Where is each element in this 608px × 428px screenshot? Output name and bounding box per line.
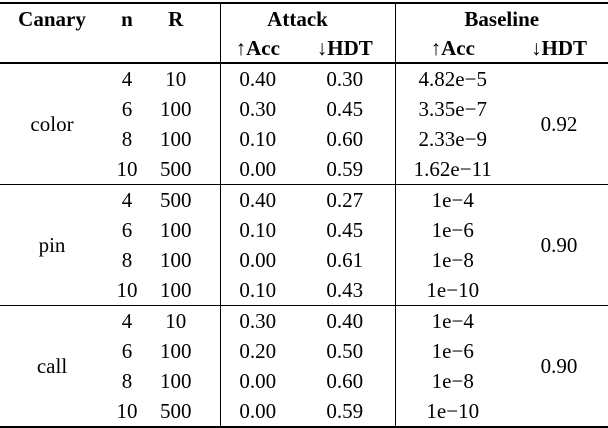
cell-baseline-acc: 1e−6: [394, 215, 510, 245]
table-row: 10 500 0.00 0.59 1.62e−11: [0, 154, 608, 185]
cell-attack-acc: 0.40: [219, 63, 295, 94]
cell-r: 100: [160, 217, 192, 242]
cell-baseline-acc: 1e−4: [394, 305, 510, 336]
cell-n: 6: [121, 338, 133, 363]
cell-attack-hdt: 0.60: [326, 368, 364, 393]
cell-baseline-acc: 1e−8: [394, 366, 510, 396]
cell-r: 500: [160, 398, 192, 423]
header-n: n: [121, 7, 133, 31]
cell-r: 100: [160, 247, 192, 272]
cell-r: 500: [160, 156, 192, 181]
cell-n: 4: [104, 305, 150, 336]
cell-attack-hdt: 0.43: [326, 277, 364, 302]
cell-n: 4: [104, 184, 150, 215]
cell-r: 100: [160, 96, 192, 121]
header-row-metrics: ↑Acc ↓HDT ↑Acc ↓HDT: [0, 35, 608, 64]
cell-attack-hdt: 0.40: [295, 305, 395, 336]
cell-baseline-acc: 1e−4: [394, 184, 510, 215]
table-row: 8 100 0.10 0.60 2.33e−9: [0, 124, 608, 154]
table-row: 10 100 0.10 0.43 1e−10: [0, 275, 608, 306]
cell-baseline-hdt: 0.92: [540, 111, 578, 136]
cell-attack-acc: 0.10: [219, 215, 295, 245]
cell-n: 10: [116, 398, 138, 423]
cell-attack-acc: 0.00: [219, 396, 295, 427]
table-row: color 4 10 0.40 0.30 4.82e−5 0.92: [0, 63, 608, 136]
cell-n: 8: [121, 368, 133, 393]
cell-r: 10: [165, 66, 187, 91]
header-attack-hdt: ↓HDT: [295, 35, 395, 64]
header-attack: Attack: [219, 3, 395, 35]
header-baseline-acc: ↑Acc: [394, 35, 510, 64]
cell-baseline-acc: 4.82e−5: [394, 63, 510, 94]
table-row: 10 500 0.00 0.59 1e−10: [0, 396, 608, 427]
cell-attack-hdt: 0.45: [326, 217, 364, 242]
cell-attack-hdt: 0.60: [326, 126, 364, 151]
cell-attack-acc: 0.00: [219, 154, 295, 185]
cell-n: 4: [121, 66, 133, 91]
cell-attack-hdt: 0.45: [326, 96, 364, 121]
cell-baseline-acc: 2.33e−9: [394, 124, 510, 154]
cell-n: 8: [121, 126, 133, 151]
cell-r: 100: [160, 277, 192, 302]
cell-n: 6: [121, 96, 133, 121]
header-spacer: [0, 35, 220, 64]
table-row: 6 100 0.30 0.45 3.35e−7: [0, 94, 608, 124]
cell-r: 100: [160, 368, 192, 393]
cell-baseline-acc: 1e−8: [394, 245, 510, 275]
cell-attack-acc: 0.30: [219, 305, 295, 336]
cell-r: 10: [150, 305, 220, 336]
cell-baseline-acc: 1.62e−11: [394, 154, 510, 185]
cell-attack-hdt: 0.27: [295, 184, 395, 215]
cell-canary-group: call: [0, 305, 104, 427]
cell-canary-group: color: [30, 111, 74, 136]
cell-n: 10: [116, 156, 138, 181]
cell-attack-hdt: 0.59: [326, 156, 364, 181]
table-row: pin 4 500 0.40 0.27 1e−4 0.90: [0, 184, 608, 306]
cell-attack-hdt: 0.59: [326, 398, 364, 423]
cell-attack-acc: 0.40: [219, 184, 295, 215]
cell-baseline-acc: 1e−10: [394, 396, 510, 427]
header-baseline-hdt: ↓HDT: [510, 35, 608, 64]
cell-n: 6: [121, 217, 133, 242]
cell-baseline-acc: 1e−6: [394, 336, 510, 366]
table-row: 6 100 0.20 0.50 1e−6: [0, 336, 608, 366]
cell-baseline-hdt: 0.90: [510, 184, 608, 306]
table-row: 6 100 0.10 0.45 1e−6: [0, 215, 608, 245]
cell-r: 100: [160, 126, 192, 151]
cell-attack-hdt: 0.61: [326, 247, 364, 272]
table-row: 8 100 0.00 0.60 1e−8: [0, 366, 608, 396]
cell-attack-acc: 0.00: [219, 366, 295, 396]
cell-attack-acc: 0.20: [219, 336, 295, 366]
header-canary: Canary: [18, 7, 86, 31]
cell-attack-hdt: 0.50: [326, 338, 364, 363]
cell-canary-group: pin: [0, 184, 104, 306]
cell-baseline-acc: 3.35e−7: [394, 94, 510, 124]
cell-r: 500: [150, 184, 220, 215]
cell-attack-acc: 0.30: [219, 94, 295, 124]
cell-attack-acc: 0.10: [219, 124, 295, 154]
cell-attack-acc: 0.00: [219, 245, 295, 275]
cell-r: 100: [160, 338, 192, 363]
table-row: call 4 10 0.30 0.40 1e−4 0.90: [0, 305, 608, 427]
header-r: R: [168, 7, 184, 31]
header-baseline: Baseline: [394, 3, 608, 35]
header-row-sections: Canary n R Attack Baseline: [0, 3, 608, 35]
cell-attack-hdt: 0.30: [326, 66, 364, 91]
cell-baseline-acc: 1e−10: [394, 275, 510, 306]
cell-attack-acc: 0.10: [219, 275, 295, 306]
table-row: 8 100 0.00 0.61 1e−8: [0, 245, 608, 275]
header-attack-acc: ↑Acc: [219, 35, 295, 64]
cell-n: 8: [121, 247, 133, 272]
cell-n: 10: [116, 277, 138, 302]
cell-baseline-hdt: 0.90: [510, 305, 608, 427]
